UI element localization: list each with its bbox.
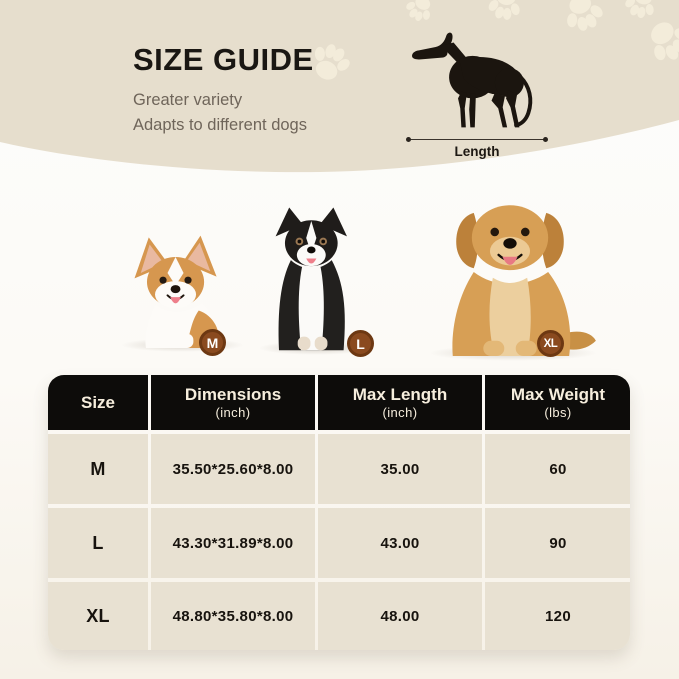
column-header-max-weight: Max Weight (lbs) bbox=[485, 375, 630, 430]
table-cell-dimensions-xl: 48.80*35.80*8.00 bbox=[151, 582, 315, 650]
title-block: SIZE GUIDE Greater variety Adapts to dif… bbox=[133, 42, 314, 138]
corgi-photo bbox=[134, 235, 220, 348]
table-cell-max-length-m: 35.00 bbox=[318, 434, 482, 504]
size-badge-xl: XL bbox=[537, 330, 564, 357]
golden-retriever-photo bbox=[452, 205, 596, 356]
dog-silhouette-icon bbox=[412, 32, 533, 128]
table-cell-size-l: L bbox=[48, 508, 148, 578]
size-badge-m: M bbox=[199, 329, 226, 356]
border-collie-photo bbox=[275, 207, 347, 351]
table-cell-max-weight-m: 60 bbox=[485, 434, 630, 504]
table-cell-dimensions-m: 35.50*25.60*8.00 bbox=[151, 434, 315, 504]
column-header-max-length: Max Length (inch) bbox=[318, 375, 482, 430]
table-cell-max-length-l: 43.00 bbox=[318, 508, 482, 578]
page-title: SIZE GUIDE bbox=[133, 42, 314, 77]
length-label: Length bbox=[454, 144, 500, 159]
column-header-dimensions: Dimensions (inch) bbox=[151, 375, 315, 430]
table-cell-dimensions-l: 43.30*31.89*8.00 bbox=[151, 508, 315, 578]
column-header-size: Size bbox=[48, 375, 148, 430]
size-table: Size Dimensions (inch) Max Length (inch)… bbox=[48, 375, 630, 650]
subtitle-line-2: Adapts to different dogs bbox=[133, 116, 307, 134]
length-measure-line-icon bbox=[406, 136, 548, 142]
header-background-curve bbox=[0, 0, 679, 173]
table-cell-max-length-xl: 48.00 bbox=[318, 582, 482, 650]
subtitle-line-1: Greater variety bbox=[133, 91, 243, 109]
table-cell-max-weight-xl: 120 bbox=[485, 582, 630, 650]
table-cell-size-m: M bbox=[48, 434, 148, 504]
size-badge-l: L bbox=[347, 330, 374, 357]
table-cell-max-weight-l: 90 bbox=[485, 508, 630, 578]
table-cell-size-xl: XL bbox=[48, 582, 148, 650]
